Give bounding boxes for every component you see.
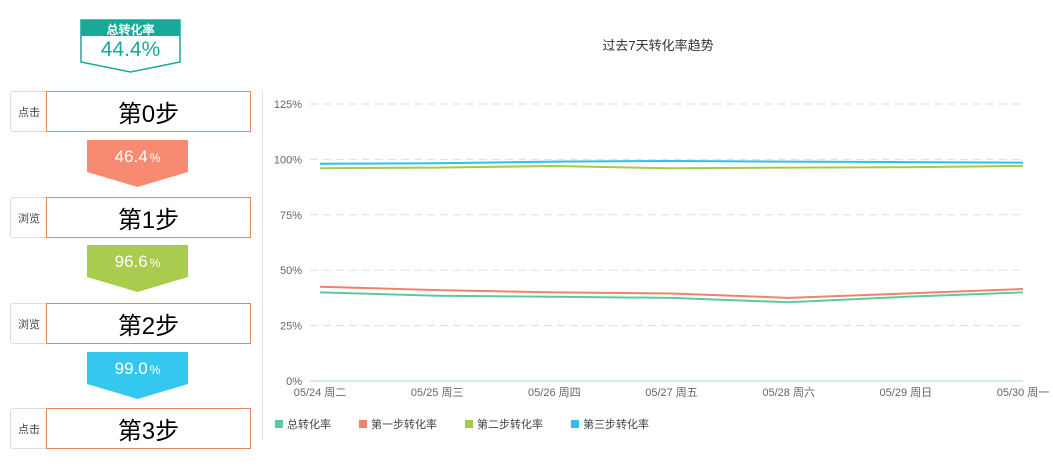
step-action-label: 点击 bbox=[10, 408, 48, 449]
step-rate-arrow-2: 96.6% bbox=[87, 245, 188, 292]
x-tick-label: 05/27 周五 bbox=[645, 386, 698, 399]
series-line bbox=[319, 291, 1024, 304]
step-rate-unit: % bbox=[149, 363, 161, 377]
y-tick-label: 50% bbox=[280, 265, 302, 277]
legend-swatch bbox=[359, 420, 367, 428]
chart-title: 过去7天转化率趋势 bbox=[602, 38, 713, 53]
x-tick-label: 05/30 周一 bbox=[997, 386, 1050, 399]
legend-swatch bbox=[465, 420, 473, 428]
legend-swatch bbox=[571, 420, 579, 428]
step-rate-unit: % bbox=[149, 256, 161, 270]
step-rate-unit: % bbox=[149, 151, 161, 165]
legend-label: 第三步转化率 bbox=[583, 417, 649, 431]
trend-chart-svg: 过去7天转化率趋势 0% 25% 50% 75% 100% 125% 05/24 周二 05/… bbox=[274, 38, 1050, 431]
x-tick-label: 05/26 周四 bbox=[528, 386, 581, 399]
series-line bbox=[319, 164, 1024, 170]
step-name: 第0步 bbox=[46, 91, 251, 132]
step-rate-value: 96.6 bbox=[114, 252, 148, 271]
step-rate-value: 99.0 bbox=[114, 359, 148, 378]
funnel-step-1: 浏览 第1步 bbox=[10, 197, 251, 238]
total-conversion-label: 总转化率 bbox=[106, 23, 155, 37]
series-line bbox=[319, 285, 1024, 299]
x-tick-label: 05/25 周三 bbox=[411, 386, 464, 399]
total-conversion-value: 44.4% bbox=[100, 38, 161, 61]
step-name: 第2步 bbox=[46, 303, 251, 344]
x-tick-label: 05/28 周六 bbox=[762, 386, 815, 399]
panel-divider bbox=[262, 90, 263, 440]
step-action-label: 浏览 bbox=[10, 197, 48, 238]
x-tick-label: 05/24 周二 bbox=[294, 386, 347, 399]
funnel-step-2: 浏览 第2步 bbox=[10, 303, 251, 344]
trend-chart: 过去7天转化率趋势 0% 25% 50% 75% 100% 125% 05/24 周二 05/… bbox=[263, 0, 1053, 467]
total-conversion-badge: 总转化率 44.4% bbox=[80, 19, 181, 73]
legend-label: 第一步转化率 bbox=[371, 417, 437, 431]
funnel-step-3: 点击 第3步 bbox=[10, 408, 251, 449]
legend-label: 第二步转化率 bbox=[477, 417, 543, 431]
arrow-shape bbox=[87, 140, 188, 187]
step-rate-arrow-3: 99.0% bbox=[87, 352, 188, 399]
y-tick-label: 75% bbox=[280, 210, 302, 222]
funnel-panel: 总转化率 44.4% 点击 第0步 46.4% 浏览 第1步 96.6% 浏览 … bbox=[0, 0, 262, 467]
y-tick-label: 25% bbox=[280, 321, 302, 333]
funnel-step-0: 点击 第0步 bbox=[10, 91, 251, 132]
y-tick-label: 0% bbox=[286, 376, 302, 388]
y-tick-label: 100% bbox=[274, 154, 302, 166]
arrow-shape bbox=[87, 352, 188, 399]
step-name: 第1步 bbox=[46, 197, 251, 238]
step-rate-arrow-1: 46.4% bbox=[87, 140, 188, 187]
legend-swatch bbox=[275, 420, 283, 428]
total-badge-shape bbox=[80, 19, 181, 73]
step-rate-value: 46.4 bbox=[114, 147, 148, 166]
step-name: 第3步 bbox=[46, 408, 251, 449]
legend-label: 总转化率 bbox=[287, 417, 331, 431]
step-action-label: 浏览 bbox=[10, 303, 48, 344]
series-line bbox=[319, 159, 1024, 165]
step-action-label: 点击 bbox=[10, 91, 48, 132]
y-tick-label: 125% bbox=[274, 99, 302, 111]
arrow-shape bbox=[87, 245, 188, 292]
x-tick-label: 05/29 周日 bbox=[880, 386, 933, 399]
